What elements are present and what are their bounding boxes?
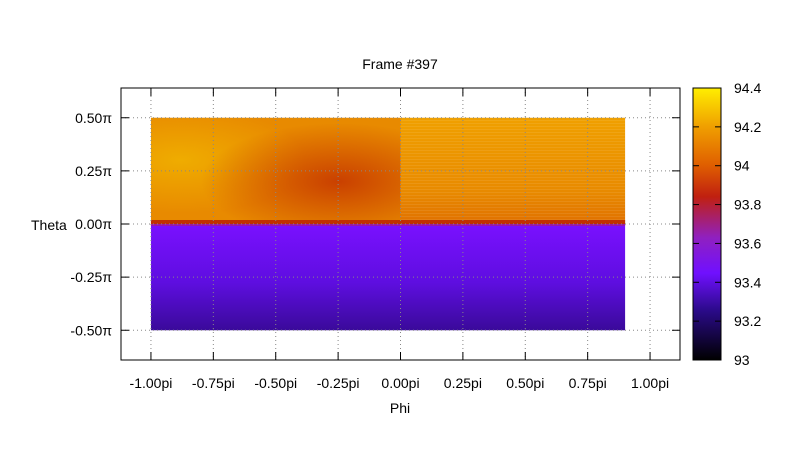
x-tick-label: -0.50pi <box>254 375 297 391</box>
colorbar-tick-label: 93.4 <box>734 274 761 290</box>
y-tick-label: 0.50π <box>75 110 112 126</box>
x-tick-label: -0.75pi <box>192 375 235 391</box>
grid-lines <box>121 88 680 360</box>
colorbar-tick-label: 93 <box>734 352 750 368</box>
x-tick-label: 0.00pi <box>381 375 419 391</box>
x-tick-label: -1.00pi <box>130 375 173 391</box>
x-axis-ticks: -1.00pi -0.75pi -0.50pi -0.25pi 0.00pi 0.25pi… <box>130 88 669 391</box>
colorbar-tick-label: 93.2 <box>734 313 761 329</box>
y-tick-label: -0.25π <box>70 269 112 285</box>
colorbar: 93 93.2 93.4 93.6 93.8 94 94.2 94.4 <box>692 80 761 368</box>
x-tick-label: 0.75pi <box>569 375 607 391</box>
x-tick-label: 0.50pi <box>506 375 544 391</box>
colorbar-tick-label: 94.2 <box>734 119 761 135</box>
colorbar-ticks: 93 93.2 93.4 93.6 93.8 94 94.2 94.4 <box>693 80 761 368</box>
colorbar-gradient <box>692 87 722 361</box>
equator-transition <box>150 224 626 226</box>
y-axis-ticks: 0.50π 0.25π 0.00π -0.25π -0.50π <box>70 110 680 338</box>
colorbar-tick-label: 94.4 <box>734 80 761 96</box>
colorbar-tick-label: 93.6 <box>734 235 761 251</box>
upper-right-texture <box>400 117 626 224</box>
y-tick-label: 0.25π <box>75 163 112 179</box>
colorbar-tick-label: 94 <box>734 158 750 174</box>
x-tick-label: 0.25pi <box>444 375 482 391</box>
x-tick-label: -0.25pi <box>317 375 360 391</box>
upper-cool-region <box>150 117 401 224</box>
y-tick-label: 0.00π <box>75 216 112 232</box>
chart-title: Frame #397 <box>362 56 438 72</box>
equator-band <box>150 220 626 224</box>
colorbar-tick-label: 93.8 <box>734 197 761 213</box>
y-axis-label: Theta <box>31 217 67 233</box>
y-tick-label: -0.50π <box>70 322 112 338</box>
x-tick-label: 1.00pi <box>631 375 669 391</box>
x-axis-label: Phi <box>390 400 410 416</box>
